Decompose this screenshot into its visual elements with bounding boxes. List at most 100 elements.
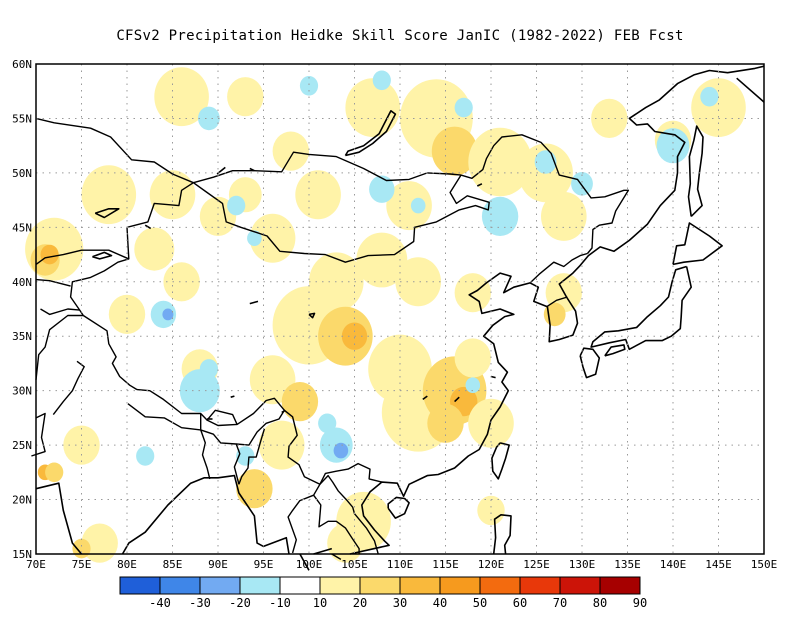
lat-lon-grid (36, 64, 764, 554)
country-border (200, 429, 211, 480)
coastline (313, 547, 333, 555)
colorbar-swatch (119, 576, 161, 595)
coastline (387, 496, 410, 519)
coastline (736, 77, 765, 103)
skill-patch (656, 128, 690, 164)
skill-patch (108, 294, 146, 334)
colorbar-swatch (599, 576, 641, 595)
country-border (69, 182, 194, 316)
country-border (529, 252, 588, 284)
country-border (313, 494, 360, 554)
longitude-label: 120E (478, 558, 505, 571)
longitude-label: 110E (387, 558, 414, 571)
lake-outline (344, 110, 397, 157)
country-border (192, 174, 490, 263)
map-title: CFSv2 Precipitation Heidke Skill Score J… (116, 28, 684, 44)
skill-patch (134, 227, 175, 271)
colorbar-label: 90 (633, 596, 647, 610)
coastline (299, 553, 310, 571)
skill-patch (295, 170, 341, 220)
skill-patch (410, 197, 426, 214)
skill-patch (386, 181, 432, 231)
colorbar-label: 80 (593, 596, 607, 610)
lake-outline (94, 208, 120, 219)
country-border (35, 249, 130, 265)
coastlines (35, 65, 765, 571)
lake-outline (230, 395, 235, 398)
skill-patch (431, 126, 478, 176)
longitude-labels: 70E 75E 80E 85E 90E 95E 100E 105E 110E 115E 120E 12… (26, 558, 777, 571)
skill-patch (468, 127, 532, 197)
country-border (82, 314, 138, 391)
colorbar-label: 60 (513, 596, 527, 610)
longitude-label: 130E (569, 558, 596, 571)
skill-patch (199, 359, 218, 379)
coastline (590, 265, 693, 351)
longitude-label: 100E (296, 558, 323, 571)
skill-patch (481, 196, 519, 236)
skill-patch (154, 67, 209, 127)
colorbar-swatch (519, 576, 561, 595)
longitude-label: 90E (208, 558, 228, 571)
longitude-label: 105E (341, 558, 368, 571)
colorbar-label: -10 (269, 596, 291, 610)
country-border (238, 428, 266, 485)
skill-patch (162, 308, 174, 321)
colorbar-label: -20 (229, 596, 251, 610)
skill-patch (318, 413, 337, 434)
longitude-label: 145E (705, 558, 732, 571)
lake-outline (422, 395, 428, 401)
country-border (31, 412, 46, 457)
country-border (236, 409, 285, 446)
colorbar-label: -30 (189, 596, 211, 610)
skill-patch (333, 442, 349, 459)
latitude-label: 60N (12, 58, 32, 71)
colorbar-swatch (479, 576, 521, 595)
longitude-label: 80E (117, 558, 137, 571)
lake-outline (308, 312, 316, 319)
skill-patch (198, 106, 220, 131)
coastline (604, 344, 626, 357)
coastline (672, 222, 723, 266)
colorbar-label: -40 (149, 596, 171, 610)
colorbar-swatch (239, 576, 281, 595)
skill-patch (227, 77, 264, 117)
skill-patch (272, 131, 309, 171)
colorbar-swatch (319, 576, 361, 595)
latitude-label: 55N (12, 112, 32, 125)
latitude-label: 25N (12, 439, 32, 452)
skill-patch (700, 86, 719, 107)
colorbar-label: 10 (313, 596, 327, 610)
country-border (546, 296, 568, 308)
skill-patch (299, 76, 319, 96)
country-border (319, 474, 379, 555)
colorbar-swatch (199, 576, 241, 595)
longitude-label: 75E (72, 558, 92, 571)
colorbar-label: 20 (353, 596, 367, 610)
country-border (136, 388, 382, 485)
lake-outline (476, 183, 483, 187)
lake-outline (144, 224, 152, 230)
map-frame (35, 63, 765, 555)
longitude-label: 125E (523, 558, 550, 571)
country-border (35, 314, 84, 380)
skill-patch (454, 97, 473, 118)
skill-patch (236, 469, 273, 509)
skill-patch (534, 150, 557, 174)
colorbar-label: 40 (433, 596, 447, 610)
skill-patch (369, 175, 395, 203)
longitude-label: 135E (614, 558, 641, 571)
colorbar-label: 70 (553, 596, 567, 610)
latitude-label: 30N (12, 385, 32, 398)
colorbar-swatch (359, 576, 401, 595)
skill-patch (372, 70, 391, 91)
skill-patch (327, 523, 364, 563)
country-border (460, 134, 630, 254)
country-border (193, 151, 462, 184)
lake-outline (454, 396, 460, 403)
skill-patch (199, 196, 237, 236)
skill-patch (81, 523, 118, 563)
skill-patch (356, 232, 408, 288)
longitude-label: 115E (432, 558, 459, 571)
